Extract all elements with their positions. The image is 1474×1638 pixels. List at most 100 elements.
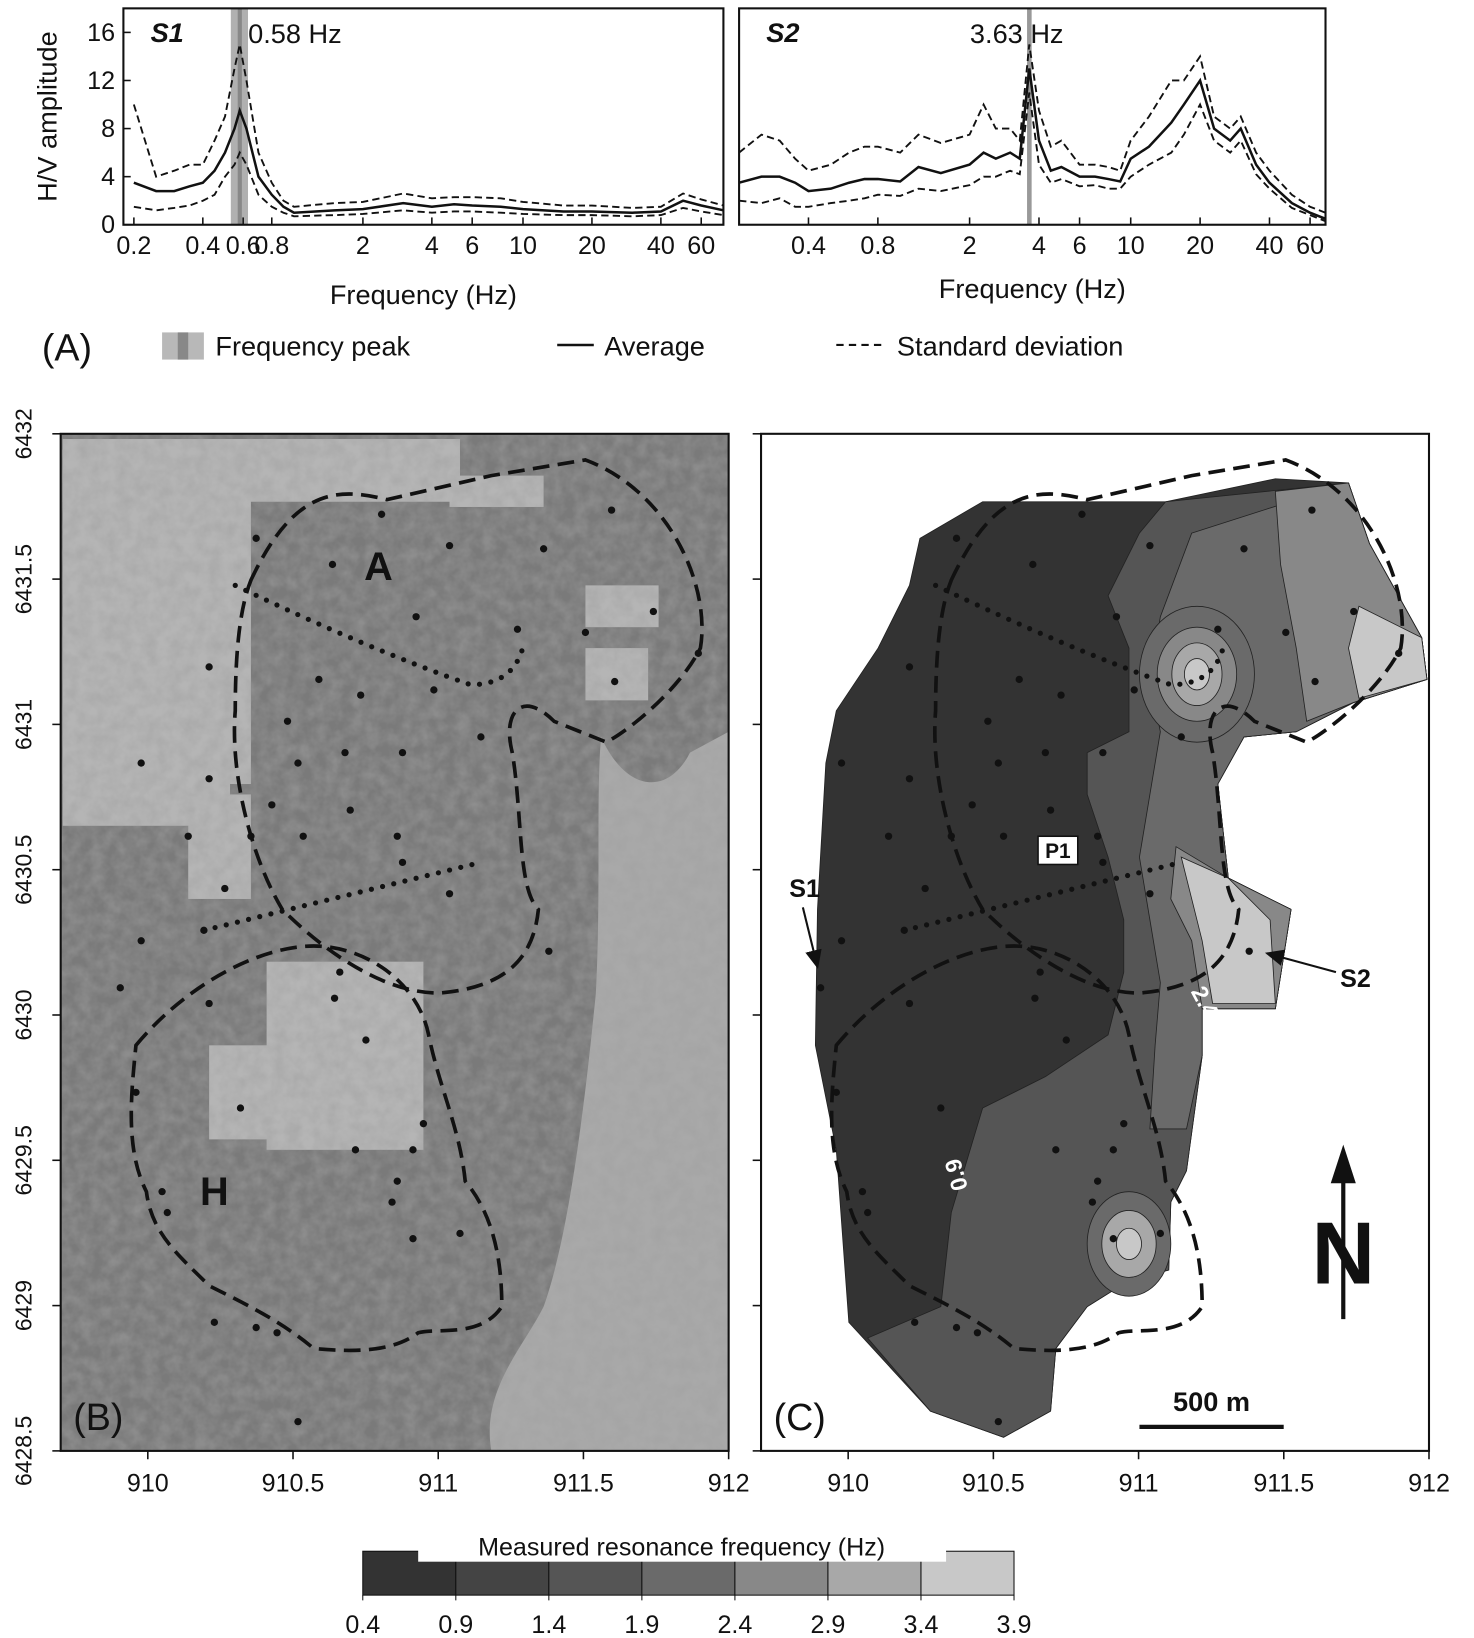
site-arrow <box>1264 949 1337 974</box>
station <box>1240 545 1248 553</box>
station <box>1078 510 1086 518</box>
y-tick-label: 16 <box>87 19 115 47</box>
peak-label: 0.58 Hz <box>248 18 342 49</box>
station <box>341 748 349 757</box>
station <box>412 613 420 621</box>
map-panel_c <box>752 432 1431 1460</box>
station <box>336 968 344 976</box>
x-tick-label: 60 <box>1296 232 1324 260</box>
zone-outline <box>232 458 704 995</box>
station <box>1088 1198 1097 1206</box>
x-tick-label: 912 <box>708 1470 750 1498</box>
station <box>132 1088 140 1097</box>
station <box>581 628 590 637</box>
station <box>607 506 616 514</box>
station <box>1029 560 1037 569</box>
station <box>1245 947 1253 955</box>
station <box>858 1187 867 1196</box>
zone-label: H <box>200 1170 229 1214</box>
x-tick-label: 4 <box>1032 232 1046 260</box>
x-axis-label: Frequency (Hz) <box>939 273 1126 304</box>
x-tick-label: 910.5 <box>962 1470 1025 1498</box>
station <box>200 926 208 934</box>
station <box>837 937 846 945</box>
station <box>994 1417 1002 1426</box>
station <box>158 1187 166 1196</box>
north-arrowhead <box>1330 1144 1356 1184</box>
colorbar-cell <box>362 1550 457 1596</box>
station <box>513 625 522 633</box>
y-tick-label: 6431 <box>10 699 36 750</box>
x-tick-label: 60 <box>687 232 715 260</box>
station <box>1282 628 1290 637</box>
station <box>315 675 323 684</box>
station <box>1350 607 1358 616</box>
map-panel_b <box>52 432 730 1460</box>
station <box>905 775 914 783</box>
station <box>184 832 192 840</box>
station <box>137 937 145 945</box>
legend-peak <box>177 332 189 360</box>
y-tick-label: 6429.5 <box>10 1125 36 1195</box>
profile-line <box>901 859 1184 933</box>
station <box>393 1177 401 1185</box>
x-tick-label: 910.5 <box>262 1470 325 1498</box>
station <box>832 1088 840 1097</box>
panel-label: (B) <box>73 1396 123 1438</box>
profile-line <box>201 859 484 933</box>
station <box>1036 968 1044 976</box>
station <box>1308 506 1316 514</box>
station <box>1395 649 1403 657</box>
x-tick-label: 910 <box>127 1470 169 1498</box>
x-tick-label: 20 <box>578 232 606 260</box>
plot-frame <box>122 7 725 226</box>
hv-curve <box>738 44 1326 214</box>
station <box>947 832 955 840</box>
x-tick-label: 0.4 <box>185 232 220 260</box>
x-tick-label: 20 <box>1186 232 1214 260</box>
station <box>328 560 337 569</box>
y-tick-label: 6429 <box>10 1280 36 1331</box>
station <box>357 691 365 699</box>
station <box>252 1323 260 1332</box>
station <box>236 1104 245 1112</box>
profile-label: P1 <box>1045 840 1071 863</box>
x-axis-label: Frequency (Hz) <box>330 279 517 310</box>
y-tick-label: 12 <box>87 67 115 95</box>
y-tick-label: 6432 <box>10 408 36 459</box>
station <box>1146 890 1154 898</box>
label-box <box>1037 835 1079 866</box>
station <box>952 1323 961 1332</box>
y-tick-label: 0 <box>101 211 115 239</box>
zone-label: A <box>364 545 393 589</box>
station <box>445 541 454 550</box>
colorbar-title: Measured resonance frequency (Hz) <box>478 1533 885 1561</box>
x-tick-label: 40 <box>1256 232 1284 260</box>
frequency-zone <box>1183 658 1210 691</box>
station <box>1146 541 1154 550</box>
station <box>1112 613 1121 621</box>
station <box>393 832 401 840</box>
station <box>900 926 908 934</box>
hv-curve <box>738 68 1326 220</box>
panel-label: (C) <box>774 1396 826 1438</box>
y-axis-label: H/V amplitude <box>32 31 63 202</box>
x-tick-label: 2 <box>356 232 370 260</box>
station <box>351 1146 360 1154</box>
station <box>205 663 213 671</box>
x-tick-label: 40 <box>647 232 675 260</box>
station <box>273 1329 281 1337</box>
station <box>994 759 1002 767</box>
station <box>430 686 438 694</box>
chart-title: S1 <box>151 17 184 48</box>
station <box>377 510 386 518</box>
colorbar-tick-label: 2.4 <box>717 1611 752 1638</box>
station <box>477 733 485 741</box>
station <box>283 717 292 725</box>
site-arrow <box>801 907 822 969</box>
colorbar-tick-label: 1.4 <box>531 1611 566 1638</box>
colorbar-tick-label: 3.9 <box>997 1611 1032 1638</box>
x-tick-label: 2 <box>963 232 977 260</box>
